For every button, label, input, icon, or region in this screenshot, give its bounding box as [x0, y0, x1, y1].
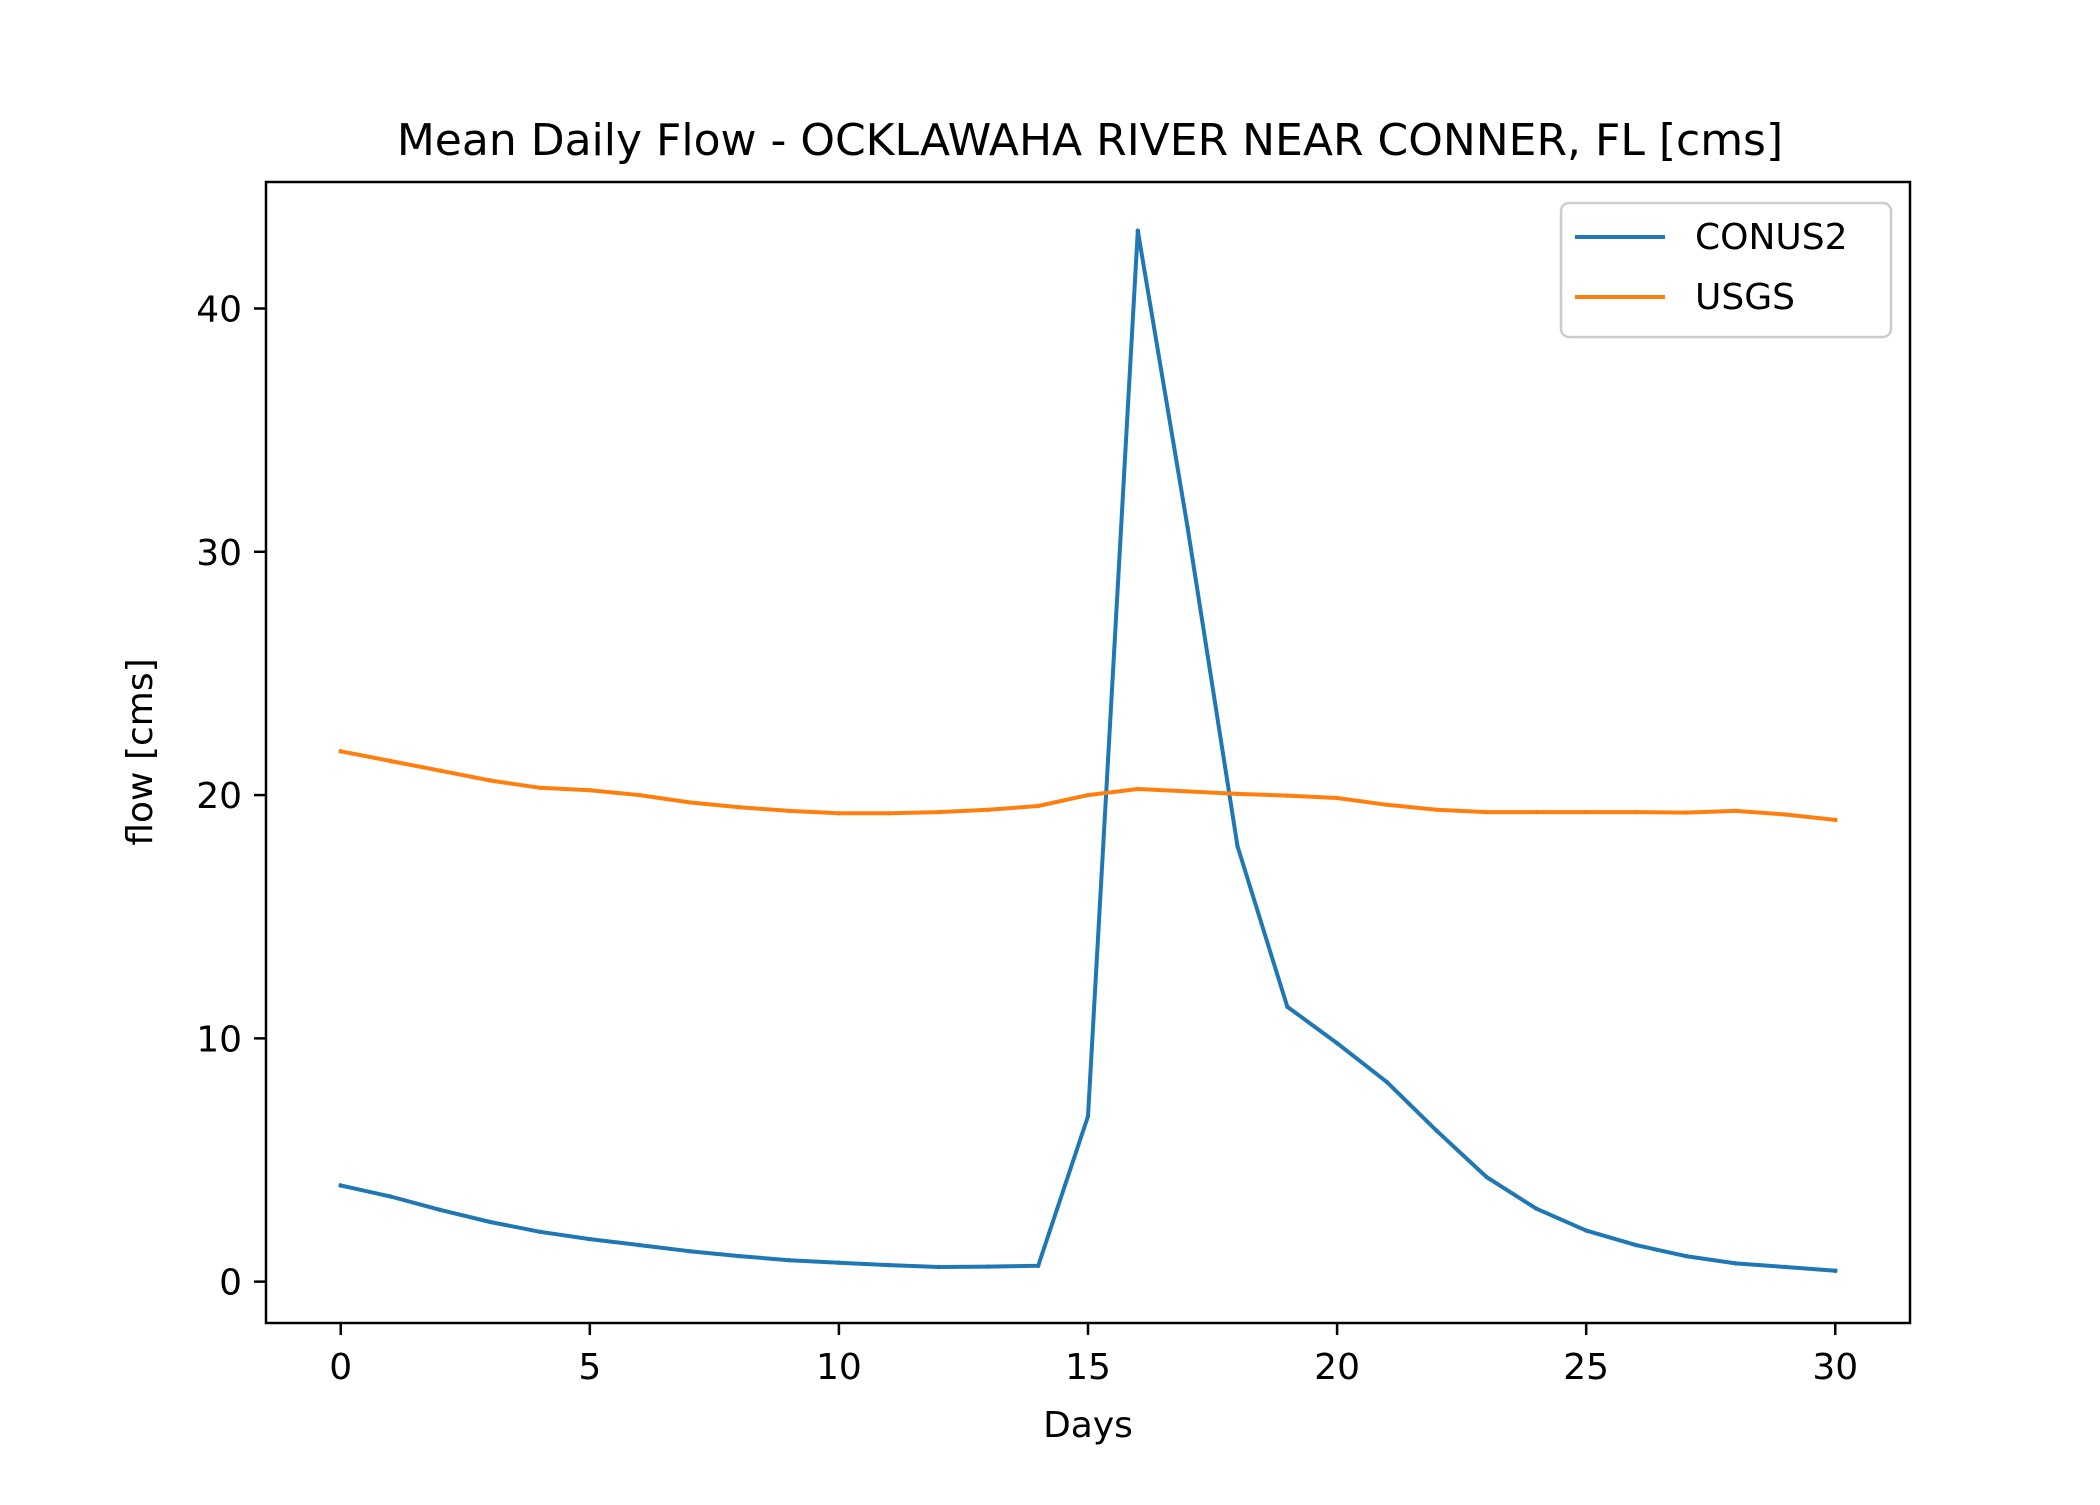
data-point-conus2 [737, 1253, 742, 1259]
data-point-conus2 [488, 1219, 493, 1225]
data-point-conus2 [1334, 1041, 1340, 1046]
data-point-usgs [1185, 789, 1190, 794]
data-point-usgs [1833, 817, 1838, 823]
data-point-conus2 [388, 1194, 393, 1199]
data-point-conus2 [1434, 1128, 1439, 1134]
data-point-conus2 [1683, 1253, 1689, 1259]
data-point-usgs [338, 749, 343, 754]
data-point-usgs [1633, 809, 1639, 815]
data-point-usgs [936, 809, 941, 815]
data-point-usgs [388, 758, 393, 764]
y-tick-label: 10 [196, 1019, 242, 1060]
x-tick-label: 20 [1314, 1347, 1360, 1388]
legend-label-usgs: USGS [1695, 277, 1795, 318]
y-tick-label: 40 [196, 290, 242, 331]
data-point-usgs [1584, 809, 1589, 815]
data-point-usgs [1235, 791, 1240, 797]
data-point-conus2 [1235, 844, 1240, 849]
data-point-usgs [537, 785, 543, 790]
data-point-conus2 [537, 1229, 543, 1235]
data-point-usgs [1434, 807, 1439, 812]
data-point-conus2 [936, 1264, 941, 1270]
data-point-usgs [637, 792, 642, 798]
data-point-conus2 [1036, 1263, 1041, 1269]
data-point-usgs [737, 805, 742, 810]
data-point-conus2 [338, 1183, 343, 1188]
legend-label-conus2: CONUS2 [1695, 217, 1848, 258]
data-point-usgs [1683, 810, 1689, 815]
data-point-conus2 [1733, 1261, 1738, 1266]
x-tick-label: 15 [1065, 1347, 1111, 1388]
y-tick-label: 0 [219, 1263, 242, 1304]
data-point-usgs [1334, 795, 1340, 801]
data-point-conus2 [438, 1207, 443, 1213]
data-point-usgs [986, 807, 991, 812]
data-point-conus2 [1085, 1114, 1091, 1119]
data-point-usgs [587, 788, 592, 793]
data-point-conus2 [1633, 1242, 1639, 1248]
y-axis-label: flow [cms] [120, 658, 161, 845]
y-tick-label: 30 [196, 533, 242, 574]
data-point-usgs [1135, 786, 1141, 792]
data-point-usgs [836, 811, 842, 816]
data-point-usgs [1384, 802, 1390, 807]
data-point-usgs [687, 800, 692, 805]
data-point-usgs [1085, 792, 1091, 798]
data-point-conus2 [1534, 1206, 1539, 1211]
x-tick-label: 25 [1563, 1347, 1609, 1388]
data-point-usgs [1534, 809, 1539, 815]
x-axis-ticks: 0 5 10 15 20 25 30 [329, 1323, 1858, 1388]
x-tick-label: 0 [329, 1347, 352, 1388]
data-point-conus2 [1833, 1268, 1838, 1273]
x-tick-label: 10 [816, 1347, 862, 1388]
data-point-conus2 [687, 1249, 692, 1254]
data-point-usgs [786, 808, 792, 814]
data-point-usgs [1285, 793, 1290, 798]
data-point-conus2 [1135, 228, 1141, 233]
data-point-conus2 [1185, 525, 1190, 530]
data-point-conus2 [587, 1236, 592, 1242]
chart-title: Mean Daily Flow - OCKLAWAHA RIVER NEAR C… [397, 115, 1783, 166]
data-point-conus2 [836, 1260, 842, 1265]
data-point-conus2 [886, 1262, 891, 1268]
data-point-conus2 [1783, 1264, 1788, 1270]
data-point-conus2 [786, 1258, 792, 1263]
data-point-conus2 [1285, 1004, 1290, 1009]
data-point-usgs [1783, 812, 1788, 817]
data-point-conus2 [1484, 1174, 1489, 1180]
data-point-conus2 [986, 1264, 991, 1269]
x-tick-label: 5 [578, 1347, 601, 1388]
legend: CONUS2 USGS [1559, 201, 1893, 339]
y-axis-ticks: 0 10 20 30 40 [196, 290, 266, 1304]
data-point-usgs [1036, 803, 1041, 809]
data-point-conus2 [637, 1242, 642, 1248]
plot-area [338, 228, 1838, 1273]
data-point-conus2 [1584, 1228, 1589, 1233]
data-point-usgs [488, 778, 493, 783]
data-point-usgs [438, 768, 443, 773]
data-point-usgs [1733, 808, 1738, 814]
y-tick-label: 20 [196, 776, 242, 817]
data-point-usgs [1484, 809, 1489, 815]
x-tick-label: 30 [1812, 1347, 1858, 1388]
x-axis-label: Days [1043, 1405, 1133, 1446]
data-point-usgs [886, 811, 891, 816]
data-point-conus2 [1384, 1079, 1390, 1085]
